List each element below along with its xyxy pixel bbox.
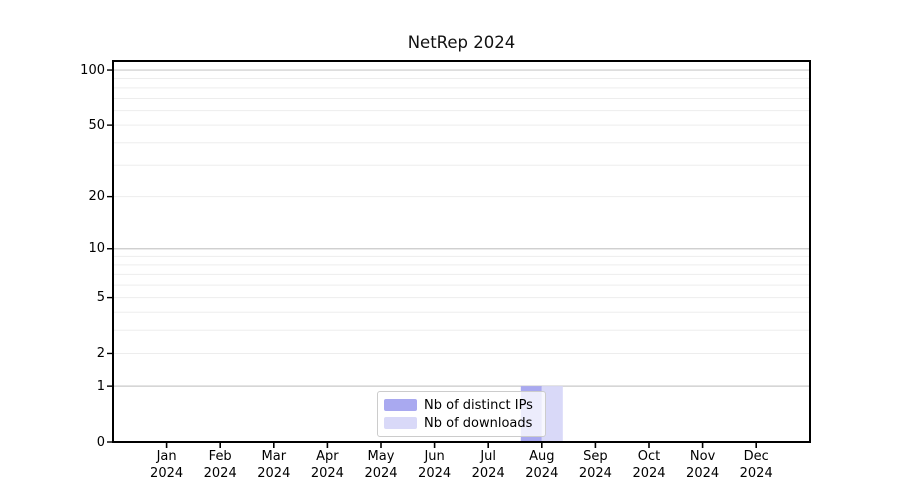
legend-label-downloads: Nb of downloads <box>424 415 533 431</box>
y-tick-label: 100 <box>80 62 105 78</box>
y-tick-label: 0 <box>96 434 105 450</box>
legend-item-distinct-ips: Nb of distinct IPs <box>384 398 537 413</box>
y-tick-label: 5 <box>96 290 105 306</box>
y-tick-label: 2 <box>96 345 105 361</box>
x-tick-label: Jan 2024 <box>150 449 184 481</box>
legend-item-downloads: Nb of downloads <box>384 416 537 431</box>
x-tick-label: Feb 2024 <box>203 449 237 481</box>
x-tick-label: Jul 2024 <box>471 449 505 481</box>
legend-swatch-downloads <box>384 417 417 429</box>
y-tick-label: 50 <box>88 117 105 133</box>
x-tick-label: Sep 2024 <box>578 449 612 481</box>
bar-downloads <box>541 386 563 442</box>
legend-swatch-distinct-ips <box>384 399 417 411</box>
x-tick-label: Aug 2024 <box>525 449 559 481</box>
plot-area <box>107 60 811 448</box>
x-tick-label: Jun 2024 <box>418 449 452 481</box>
y-tick-label: 10 <box>88 241 105 257</box>
x-tick-label: Dec 2024 <box>739 449 773 481</box>
x-tick-label: Nov 2024 <box>686 449 720 481</box>
x-tick-label: Apr 2024 <box>310 449 344 481</box>
x-tick-label: Mar 2024 <box>257 449 291 481</box>
y-tick-label: 20 <box>88 189 105 205</box>
x-tick-label: May 2024 <box>364 449 398 481</box>
chart-title: NetRep 2024 <box>407 33 516 52</box>
plot-frame <box>112 60 811 443</box>
x-tick-label: Oct 2024 <box>632 449 666 481</box>
legend-label-distinct-ips: Nb of distinct IPs <box>424 397 533 413</box>
y-tick-label: 1 <box>96 378 105 394</box>
legend: Nb of distinct IPs Nb of downloads <box>377 391 546 437</box>
